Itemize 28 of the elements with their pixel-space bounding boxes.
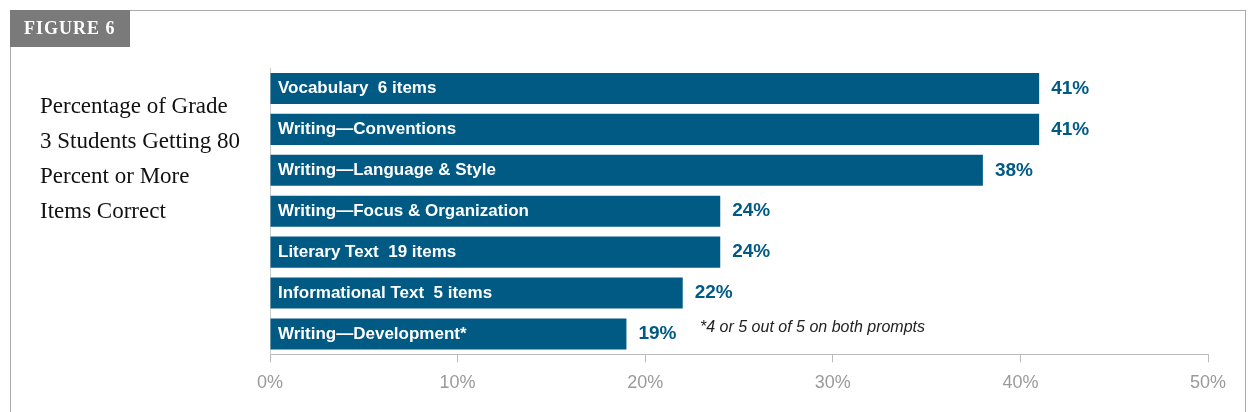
y-tick-label: Writing—Conventions [278, 119, 457, 139]
data-label: 41% [1051, 76, 1090, 98]
data-label: 24% [732, 199, 771, 221]
bar [270, 113, 1040, 145]
y-tick-label: Writing—Language & Style [278, 159, 496, 179]
bar [270, 236, 721, 268]
data-label: 19% [638, 322, 677, 344]
annotation: *4 or 5 out of 5 on both prompts [700, 318, 926, 336]
y-tick-label: Vocabulary 6 items [278, 78, 437, 98]
x-tick-label: 0% [256, 372, 284, 393]
y-tick-label: Writing—Development* [278, 323, 467, 343]
x-tick-label: 20% [627, 372, 664, 393]
bar [270, 277, 683, 309]
text: FIGURE 6 [10, 10, 130, 47]
bar [270, 154, 983, 186]
y-tick-label: Writing—Focus & Organization [278, 200, 529, 220]
data-label: 41% [1051, 117, 1090, 139]
x-tick-label: 10% [439, 372, 476, 393]
data-label: 22% [694, 281, 733, 303]
x-tick-label: 50% [1189, 372, 1227, 393]
y-tick-label: Informational Text 5 items [278, 282, 493, 302]
data-label: 38% [994, 158, 1034, 180]
data-label: 24% [732, 240, 771, 262]
bar [270, 72, 1040, 105]
x-tick-label: 30% [814, 372, 851, 393]
y-tick-label: Literary Text 19 items [278, 241, 457, 261]
text: Percentage of Grade 3 Students Getting 80 Percent or More Items Correct [40, 92, 240, 225]
x-tick-label: 40% [1002, 372, 1039, 393]
